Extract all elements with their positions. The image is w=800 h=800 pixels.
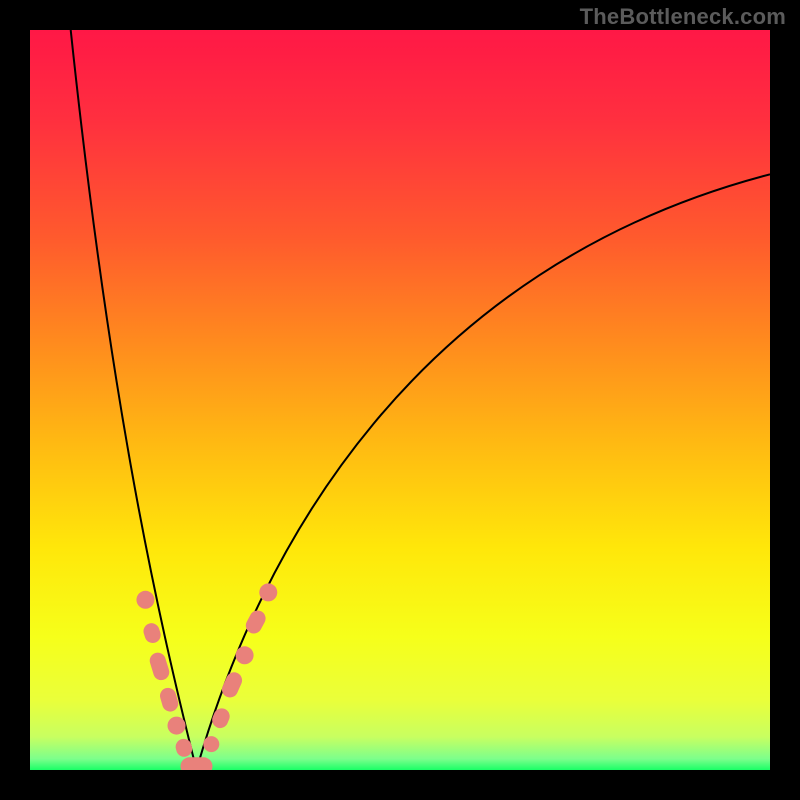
marker-dot <box>236 646 254 664</box>
chart-frame: TheBottleneck.com <box>0 0 800 800</box>
plot-svg <box>30 30 770 770</box>
plot-area <box>30 30 770 770</box>
gradient-background <box>30 30 770 770</box>
marker-dot <box>203 736 219 752</box>
watermark-text: TheBottleneck.com <box>580 4 786 30</box>
marker-dot <box>136 591 154 609</box>
marker-dot <box>168 717 186 735</box>
marker-dot <box>259 583 277 601</box>
marker-capsule <box>181 757 213 770</box>
